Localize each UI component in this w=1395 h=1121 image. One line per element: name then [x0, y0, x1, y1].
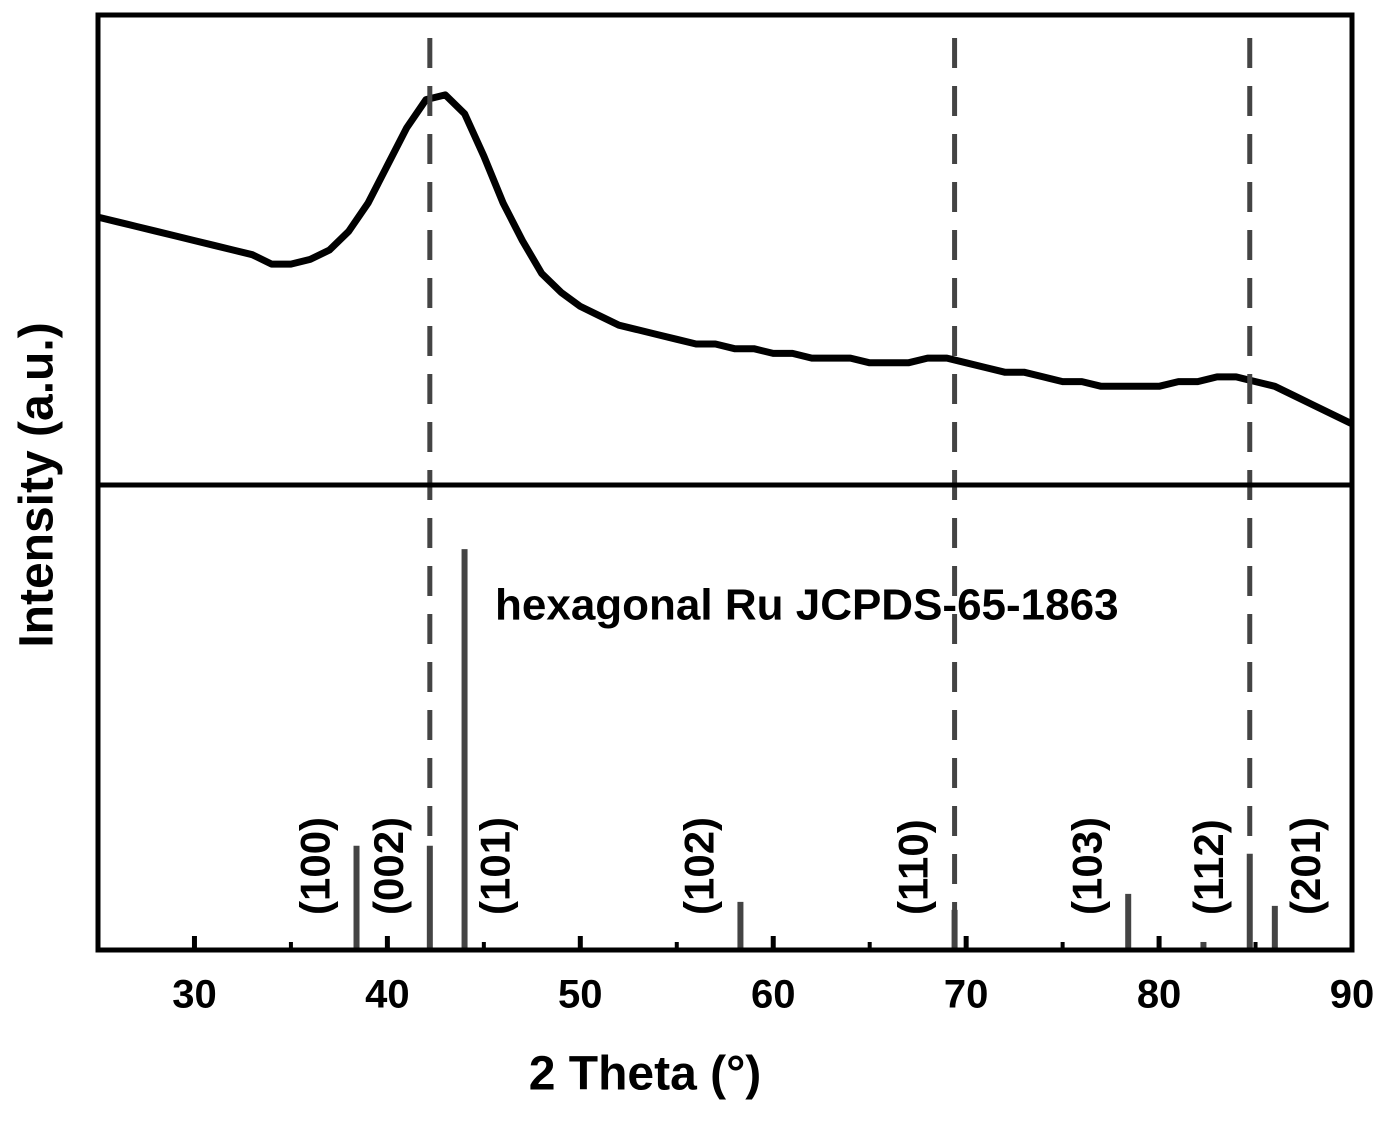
x-tick-label: 90 [1330, 973, 1375, 1017]
peak-label: (101) [472, 817, 519, 915]
xrd-curve [97, 91, 1354, 428]
peak-label: (103) [1063, 817, 1110, 915]
x-tick-label: 40 [365, 973, 410, 1017]
panel-title: hexagonal Ru JCPDS-65-1863 [495, 581, 1119, 630]
peak-label: (002) [365, 817, 412, 915]
x-tick-label: 70 [944, 973, 989, 1017]
y-axis-label: Intensity (a.u.) [11, 322, 64, 647]
x-tick-label: 50 [558, 973, 603, 1017]
peak-label: (110) [890, 819, 937, 915]
x-axis-label: 2 Theta (°) [529, 1048, 762, 1101]
x-tick-label: 60 [751, 973, 796, 1017]
peak-label: (112) [1185, 819, 1232, 915]
peak-label: (201) [1282, 817, 1329, 915]
peak-label: (100) [292, 817, 339, 915]
x-tick-label: 30 [172, 973, 217, 1017]
peak-label: (102) [676, 817, 723, 915]
x-tick-label: 80 [1137, 973, 1182, 1017]
